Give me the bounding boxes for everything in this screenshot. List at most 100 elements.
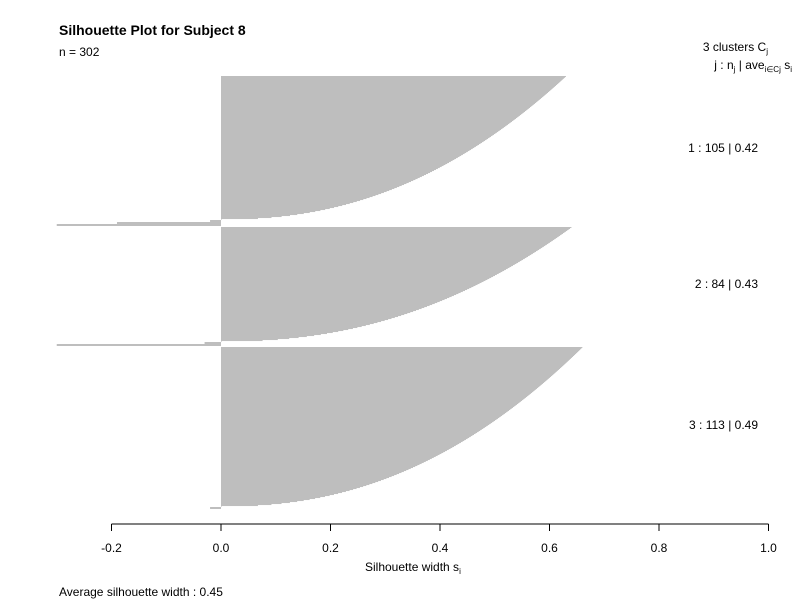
silhouette-bar-c1	[221, 193, 382, 195]
silhouette-bar-c1	[221, 133, 496, 135]
silhouette-bar-c1	[221, 210, 321, 212]
silhouette-bar-c3	[221, 367, 562, 369]
silhouette-bar-c3	[221, 461, 426, 463]
silhouette-bar-c1	[221, 98, 541, 100]
silhouette-bar-c3	[221, 354, 576, 356]
silhouette-bar-c2	[221, 294, 457, 296]
silhouette-bar-c2	[221, 314, 405, 316]
silhouette-bar-c3	[221, 489, 354, 491]
silhouette-bar-c3	[221, 379, 548, 381]
x-tick-label: -0.2	[101, 541, 122, 555]
silhouette-bar-c3	[221, 429, 482, 431]
silhouette-bar-c2	[221, 284, 478, 286]
silhouette-bar-c1	[221, 93, 547, 95]
silhouette-bar-c3	[221, 402, 520, 404]
silhouette-bar-c1	[221, 81, 561, 83]
silhouette-bar-c3	[221, 498, 316, 500]
silhouette-bar-c2	[221, 288, 470, 290]
silhouette-bar-c1	[221, 168, 438, 170]
silhouette-bar-c2	[221, 306, 427, 308]
silhouette-bar-c3	[221, 490, 350, 492]
silhouette-bar-c1	[221, 170, 435, 172]
silhouette-bar-c1	[221, 215, 290, 217]
silhouette-bar-c3	[221, 412, 507, 414]
silhouette-bar-c3	[221, 485, 367, 487]
silhouette-bar-c1	[221, 159, 455, 161]
silhouette-bar-c3	[221, 433, 476, 435]
silhouette-bar-c2	[221, 270, 505, 272]
silhouette-bar-c1	[221, 111, 525, 113]
silhouette-bar-c1	[221, 116, 519, 118]
silhouette-bar-c3	[221, 355, 575, 357]
silhouette-neg-bar-c1	[210, 220, 221, 222]
x-tick-label: 0.8	[651, 541, 668, 555]
silhouette-bar-c1	[221, 138, 489, 140]
silhouette-bar-c3	[221, 469, 409, 471]
silhouette-bar-c2	[221, 261, 520, 263]
silhouette-bar-c1	[221, 197, 370, 199]
silhouette-bar-c2	[221, 341, 222, 343]
silhouette-bar-c3	[221, 425, 488, 427]
silhouette-bar-c1	[221, 179, 416, 181]
silhouette-bar-c1	[221, 109, 528, 111]
silhouette-bar-c1	[221, 106, 532, 108]
silhouette-bar-c3	[221, 409, 511, 411]
silhouette-bar-c3	[221, 495, 330, 497]
silhouette-bar-c3	[221, 458, 432, 460]
silhouette-bar-c2	[221, 323, 374, 325]
silhouette-bar-c3	[221, 368, 561, 370]
silhouette-bar-c3	[221, 422, 493, 424]
silhouette-bar-c1	[221, 173, 429, 175]
silhouette-bar-c1	[221, 153, 465, 155]
silhouette-bar-c3	[221, 440, 465, 442]
silhouette-bar-c3	[221, 463, 422, 465]
silhouette-bar-c3	[221, 418, 498, 420]
silhouette-bar-c2	[221, 255, 530, 257]
silhouette-bar-c3	[221, 435, 473, 437]
silhouette-bar-c3	[221, 504, 272, 506]
silhouette-bar-c1	[221, 162, 450, 164]
silhouette-bar-c3	[221, 456, 436, 458]
silhouette-bar-c3	[221, 453, 442, 455]
silhouette-bar-c3	[221, 361, 568, 363]
silhouette-bar-c3	[221, 377, 550, 379]
silhouette-bar-c3	[221, 482, 376, 484]
silhouette-bar-c3	[221, 444, 458, 446]
silhouette-bar-c1	[221, 88, 553, 90]
silhouette-neg-bar-c1	[56, 224, 221, 226]
silhouette-bar-c1	[221, 140, 486, 142]
silhouette-bar-c2	[221, 277, 492, 279]
silhouette-bar-c2	[221, 289, 468, 291]
silhouette-bar-c2	[221, 235, 561, 237]
silhouette-bar-c1	[221, 156, 460, 158]
silhouette-bar-c3	[221, 404, 517, 406]
silhouette-bar-c2	[221, 259, 524, 261]
silhouette-bar-c1	[221, 108, 529, 110]
silhouette-bar-c3	[221, 471, 404, 473]
silhouette-neg-bar-c2	[56, 344, 221, 346]
silhouette-bar-c3	[221, 406, 515, 408]
silhouette-bar-c2	[221, 335, 315, 337]
silhouette-bar-c2	[221, 242, 550, 244]
silhouette-bar-c3	[221, 434, 474, 436]
silhouette-bar-c2	[221, 262, 519, 264]
silhouette-bar-c3	[221, 450, 447, 452]
silhouette-bar-c3	[221, 472, 402, 474]
silhouette-bar-c1	[221, 113, 523, 115]
silhouette-bar-c1	[221, 180, 414, 182]
silhouette-bar-c2	[221, 331, 339, 333]
silhouette-bar-c2	[221, 327, 358, 329]
silhouette-bar-c3	[221, 365, 564, 367]
silhouette-bar-c3	[221, 487, 360, 489]
silhouette-bar-c3	[221, 403, 519, 405]
silhouette-bar-c1	[221, 124, 508, 126]
silhouette-bar-c2	[221, 271, 503, 273]
silhouette-bar-c2	[221, 290, 465, 292]
silhouette-bar-c2	[221, 276, 494, 278]
silhouette-bar-c1	[221, 89, 552, 91]
silhouette-bar-c1	[221, 92, 548, 94]
silhouette-bar-c3	[221, 351, 579, 353]
silhouette-bar-c2	[221, 313, 408, 315]
silhouette-bar-c1	[221, 127, 504, 129]
silhouette-bar-c3	[221, 443, 460, 445]
